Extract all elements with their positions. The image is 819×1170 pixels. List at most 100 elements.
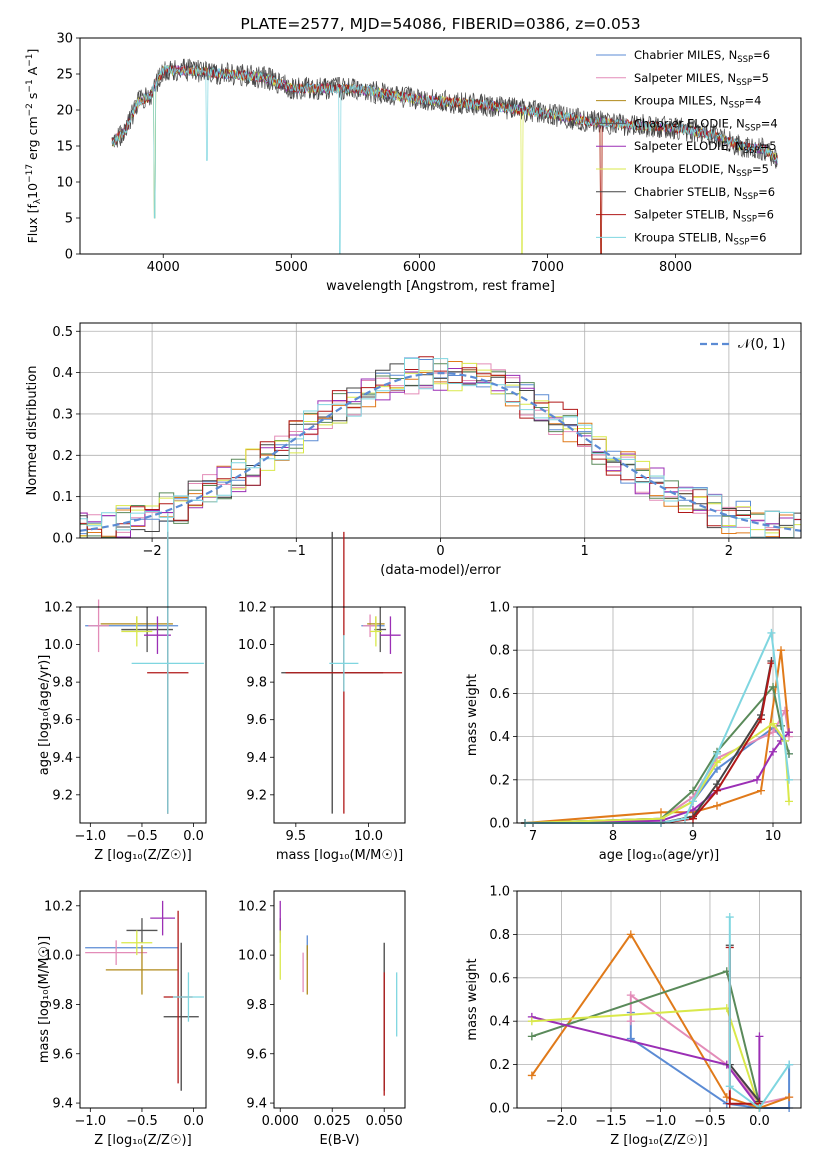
legend-label: Chabrier MILES, N bbox=[634, 48, 737, 62]
y-tick-label: 9.2 bbox=[52, 788, 73, 803]
y-tick-label: 1.0 bbox=[489, 601, 510, 616]
x-tick-label: 8000 bbox=[659, 260, 692, 275]
legend-label: 𝒩(0, 1) bbox=[738, 337, 785, 352]
x-tick-label: 2 bbox=[725, 544, 733, 559]
y-tick-label: 0.2 bbox=[52, 449, 73, 464]
x-tick-label: 0.050 bbox=[366, 1114, 403, 1129]
y-tick-label: 0.6 bbox=[489, 971, 510, 986]
y-tick-label: 0.3 bbox=[52, 407, 73, 422]
y-tick-label: 9.4 bbox=[246, 751, 267, 766]
spectrum-line-kroupa_stelib bbox=[111, 64, 778, 254]
y-tick-label: 0.8 bbox=[489, 644, 510, 659]
series-marker-orange bbox=[527, 1071, 536, 1080]
legend-sub: SSP bbox=[734, 237, 750, 247]
series-marker-kroupa_stelib bbox=[785, 1060, 794, 1069]
y-tick-label: 0.0 bbox=[489, 1102, 510, 1117]
y-tick-label: 0.2 bbox=[489, 773, 510, 788]
y-tick-label: 25 bbox=[56, 68, 73, 83]
y-tick-label: 9.6 bbox=[52, 713, 73, 728]
legend-value: =5 bbox=[752, 162, 769, 176]
x-tick-label: −1 bbox=[287, 544, 306, 559]
series-marker-kroupa_elodie bbox=[527, 1017, 536, 1026]
series-marker-green bbox=[689, 786, 697, 795]
x-axis-label: mass [log₁₀(M/M☉)] bbox=[276, 848, 403, 863]
series-marker-salpeter_stelib bbox=[713, 786, 721, 795]
series-marker-salpeter_stelib bbox=[725, 1099, 734, 1108]
plot-frame bbox=[273, 890, 406, 1109]
x-tick-label: 0.025 bbox=[314, 1114, 351, 1129]
legend-label: Salpeter MILES, N bbox=[634, 71, 736, 85]
series-line-salpeter_miles bbox=[524, 707, 790, 824]
y-tick-label: 9.6 bbox=[246, 713, 267, 728]
x-tick-label: −1.0 bbox=[75, 1114, 107, 1129]
plot-frame bbox=[79, 322, 802, 539]
panel-weight_vs_age: 7 8 9 10 0.0 0.2 0.4 0.6 0.8 1.0 age [log₁₀(age/yr… bbox=[465, 601, 802, 863]
x-axis-label: E(B-V) bbox=[319, 1133, 359, 1148]
series-marker-orange bbox=[713, 801, 721, 810]
y-label-part: −1 bbox=[25, 54, 35, 67]
plot-frame bbox=[79, 890, 207, 1109]
series-line-kroupa_stelib bbox=[728, 917, 790, 1110]
x-axis-label: wavelength [Angstrom, rest frame] bbox=[326, 279, 555, 294]
series-marker-salpeter_elodie bbox=[785, 728, 793, 737]
y-tick-label: 0 bbox=[65, 248, 73, 263]
legend-sub: SSP bbox=[742, 192, 758, 202]
series-marker-green bbox=[777, 721, 785, 730]
x-tick-label: 4000 bbox=[147, 260, 180, 275]
chart-title: PLATE=2577, MJD=54086, FIBERID=0386, z=0… bbox=[240, 15, 640, 33]
y-tick-label: 0.0 bbox=[489, 817, 510, 832]
y-tick-label: 9.6 bbox=[52, 1047, 73, 1062]
legend-entry: Chabrier ELODIE, NSSP=4 bbox=[634, 116, 778, 133]
series-line-green bbox=[524, 684, 790, 824]
y-tick-label: 0.8 bbox=[489, 928, 510, 943]
x-tick-label: 0.0 bbox=[183, 829, 204, 844]
series-marker-orange bbox=[757, 786, 765, 795]
y-tick-label: 9.8 bbox=[246, 998, 267, 1013]
y-axis-label: age [log₁₀(age/yr)] bbox=[37, 655, 52, 776]
y-tick-label: 9.4 bbox=[246, 1097, 267, 1112]
y-tick-label: 5 bbox=[65, 212, 73, 227]
y-axis-label: mass [log₁₀(M/M☉)] bbox=[37, 936, 52, 1063]
series-marker-kroupa_stelib bbox=[767, 628, 776, 637]
x-tick-label: 1 bbox=[581, 544, 589, 559]
x-axis-label: (data-model)/error bbox=[380, 563, 501, 578]
y-tick-label: 10.2 bbox=[44, 899, 73, 914]
y-tick-label: 10 bbox=[56, 176, 73, 191]
histogram-chabrier_stelib bbox=[80, 363, 801, 538]
x-tick-label: −1.0 bbox=[645, 1114, 677, 1129]
legend-value: =6 bbox=[757, 208, 774, 222]
legend-sub: SSP bbox=[729, 101, 745, 111]
x-tick-label: 7000 bbox=[531, 260, 564, 275]
x-axis-label: Z [log₁₀(Z/Z☉)] bbox=[94, 1133, 191, 1148]
legend-label: Chabrier ELODIE, N bbox=[634, 116, 745, 130]
x-tick-label: −1.0 bbox=[75, 829, 107, 844]
y-tick-label: 10.0 bbox=[238, 638, 267, 653]
series-marker-kroupa_stelib bbox=[725, 1082, 734, 1091]
histogram-salpeter_elodie bbox=[80, 368, 801, 538]
y-label-part: −1 bbox=[25, 79, 35, 92]
y-tick-label: 9.4 bbox=[52, 1097, 73, 1112]
y-label-part: A bbox=[25, 66, 40, 79]
x-tick-label: 0.0 bbox=[749, 1114, 770, 1129]
legend-value: =6 bbox=[758, 185, 775, 199]
gaussian-curve bbox=[79, 371, 802, 532]
x-tick-label: −0.5 bbox=[694, 1114, 726, 1129]
y-tick-label: 0.4 bbox=[489, 730, 510, 745]
histogram-salpeter_stelib bbox=[80, 356, 801, 538]
series-marker-salpeter_stelib bbox=[757, 715, 765, 724]
x-axis-label: Z [log₁₀(Z/Z☉)] bbox=[94, 848, 191, 863]
series-marker-kroupa_stelib bbox=[681, 814, 689, 823]
legend-entry: Kroupa ELODIE, NSSP=5 bbox=[634, 162, 769, 179]
x-tick-label: 7 bbox=[529, 829, 537, 844]
y-tick-label: 0.4 bbox=[52, 366, 73, 381]
plot-frame bbox=[516, 606, 802, 824]
y-label-part: ] bbox=[25, 49, 40, 54]
series-marker-salpeter_elodie bbox=[753, 775, 761, 784]
x-tick-label: 8 bbox=[609, 829, 617, 844]
y-label-part: erg cm bbox=[25, 116, 40, 164]
y-axis-label: Normed distribution bbox=[25, 366, 40, 496]
y-tick-label: 9.2 bbox=[246, 788, 267, 803]
x-axis-label: age [log₁₀(age/yr)] bbox=[599, 848, 720, 863]
y-tick-label: 0.4 bbox=[489, 1015, 510, 1030]
series-marker-green bbox=[527, 1032, 536, 1041]
